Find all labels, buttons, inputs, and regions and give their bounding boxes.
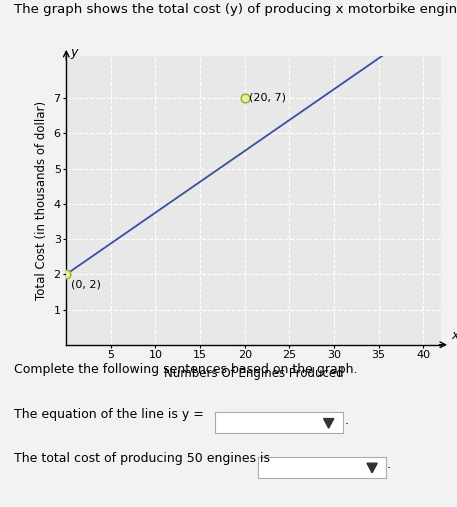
Text: x: x [452, 329, 457, 342]
Point [241, 94, 248, 102]
Text: (20, 7): (20, 7) [249, 93, 286, 103]
Polygon shape [324, 419, 334, 428]
Text: The equation of the line is y =: The equation of the line is y = [14, 408, 203, 421]
Y-axis label: Total Cost (in thousands of dollar): Total Cost (in thousands of dollar) [35, 101, 48, 300]
Point [63, 270, 70, 278]
Text: (0, 2): (0, 2) [71, 280, 101, 289]
Text: .: . [386, 458, 390, 471]
Text: The graph shows the total cost (y) of producing x motorbike engines.: The graph shows the total cost (y) of pr… [14, 3, 457, 16]
X-axis label: Numbers Of Engines Produced: Numbers Of Engines Produced [164, 367, 344, 380]
Text: The total cost of producing 50 engines is: The total cost of producing 50 engines i… [14, 452, 270, 465]
Text: .: . [345, 414, 349, 427]
Text: Complete the following sentences based on the graph.: Complete the following sentences based o… [14, 363, 357, 376]
Polygon shape [367, 463, 377, 473]
Text: y: y [71, 46, 78, 59]
